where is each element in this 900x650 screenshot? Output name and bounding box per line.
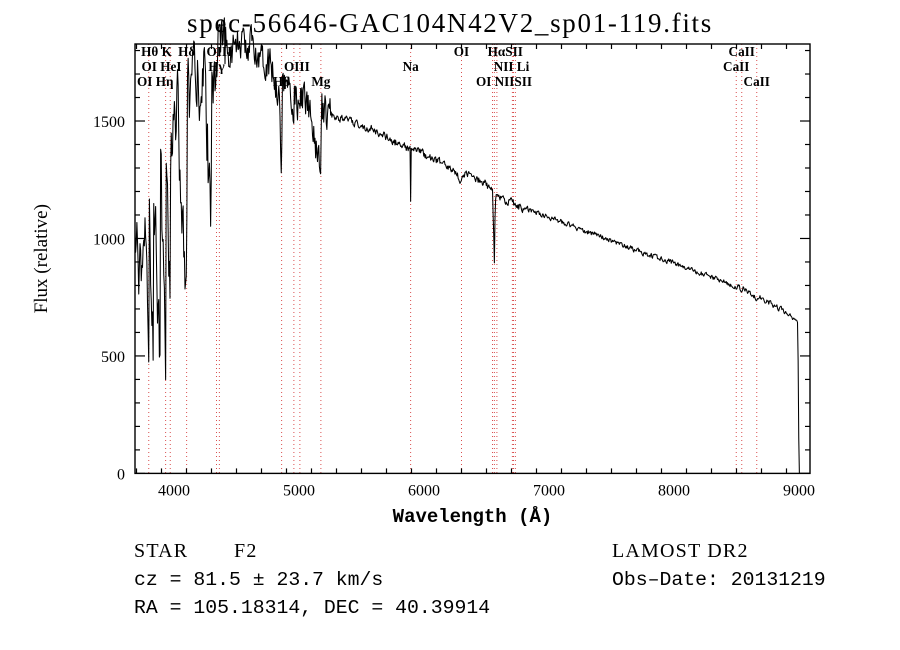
svg-text:OIII: OIII: [284, 59, 310, 74]
svg-text:HαSII: HαSII: [488, 44, 523, 59]
svg-text:Hδ: Hδ: [178, 44, 195, 59]
svg-text:500: 500: [101, 349, 125, 366]
svg-text:Hθ K: Hθ K: [141, 44, 172, 59]
svg-text:NII Li: NII Li: [494, 59, 530, 74]
svg-text:1000: 1000: [93, 231, 125, 248]
svg-text:OI HeI: OI HeI: [142, 59, 182, 74]
svg-text:Hβ: Hβ: [273, 74, 290, 89]
svg-text:OIII: OIII: [207, 44, 233, 59]
svg-text:CaII: CaII: [729, 44, 755, 59]
svg-text:9000: 9000: [783, 482, 815, 499]
svg-text:Mg: Mg: [311, 74, 330, 89]
svg-text:4000: 4000: [158, 482, 190, 499]
svg-text:7000: 7000: [533, 482, 565, 499]
svg-text:Hγ: Hγ: [208, 59, 224, 74]
svg-text:OI NIISII: OI NIISII: [476, 74, 532, 89]
svg-text:CaII: CaII: [744, 74, 770, 89]
svg-text:Flux (relative): Flux (relative): [31, 204, 52, 313]
svg-text:OI Hη: OI Hη: [137, 74, 173, 89]
svg-text:5000: 5000: [283, 482, 315, 499]
svg-text:0: 0: [117, 466, 125, 483]
svg-text:Na: Na: [403, 59, 420, 74]
svg-text:OI: OI: [454, 44, 469, 59]
svg-text:6000: 6000: [408, 482, 440, 499]
svg-text:8000: 8000: [658, 482, 690, 499]
svg-text:CaII: CaII: [723, 59, 749, 74]
svg-text:1500: 1500: [93, 114, 125, 131]
svg-text:Wavelength (Å): Wavelength (Å): [393, 506, 553, 528]
